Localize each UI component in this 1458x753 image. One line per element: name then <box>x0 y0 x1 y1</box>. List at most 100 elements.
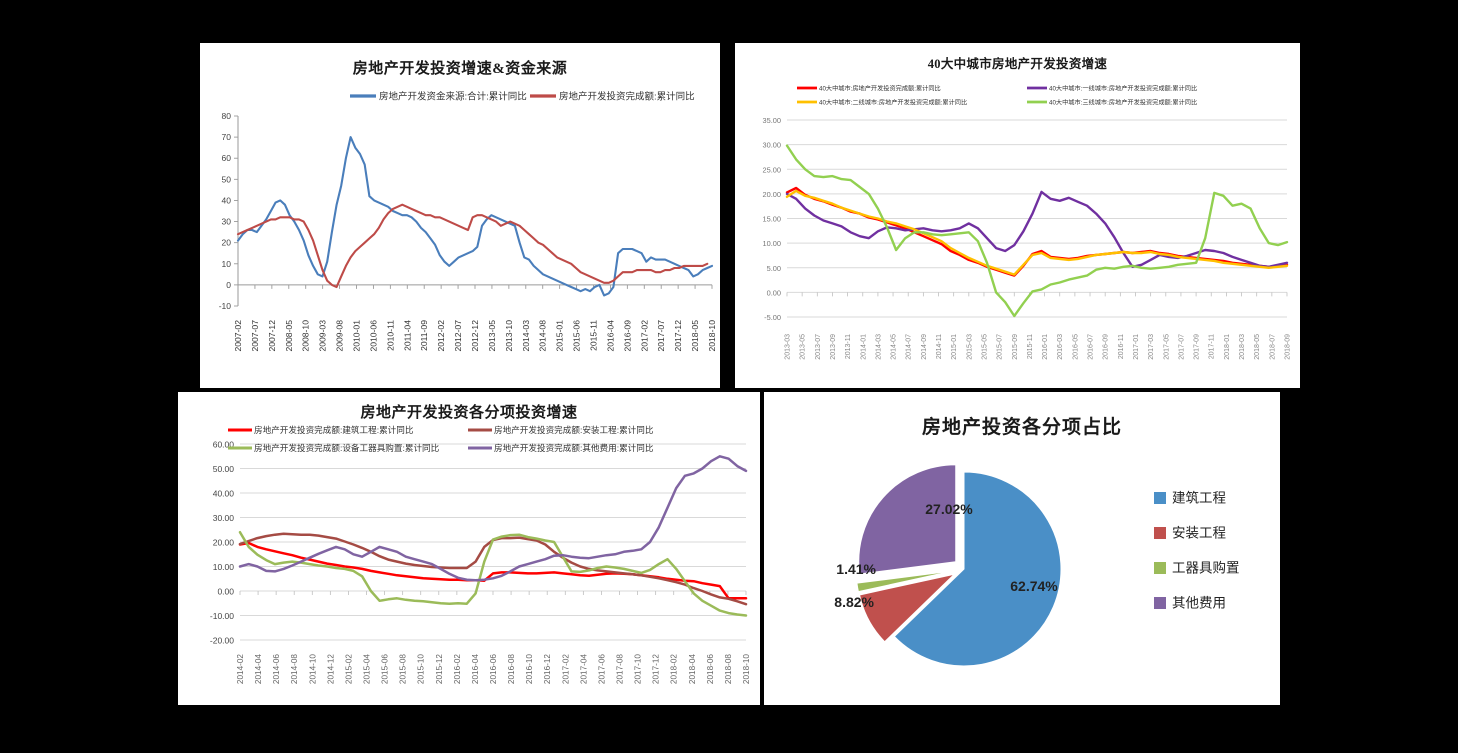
y-axis-label: -10 <box>219 301 232 311</box>
x-axis-label: 2017-09 <box>1194 334 1201 360</box>
legend-label-0: 房地产开发资金来源:合计:累计同比 <box>379 91 527 103</box>
x-axis-label: 2018-08 <box>724 654 733 684</box>
legend-label-0: 房地产开发投资完成额:建筑工程:累计同比 <box>254 424 414 435</box>
x-axis-label: 2010-11 <box>385 320 395 351</box>
y-axis-label: 20.00 <box>763 190 782 199</box>
x-axis-label: 2017-11 <box>1209 334 1216 359</box>
series-line-1 <box>785 190 1289 268</box>
legend-label-2: 房地产开发投资完成额:设备工器具购置:累计同比 <box>254 442 440 453</box>
legend-swatch-1 <box>1154 527 1166 539</box>
x-axis-label: 2018-09 <box>1285 334 1292 360</box>
x-axis-label: 2013-10 <box>504 320 514 352</box>
y-axis-label: 10.00 <box>213 562 235 572</box>
x-axis-label: 2015-08 <box>399 654 408 684</box>
pie-value-label-3: 27.02% <box>925 501 973 517</box>
pie-slice-0[interactable] <box>893 471 1062 667</box>
y-axis-label: -10.00 <box>210 611 234 621</box>
x-axis-label: 2017-04 <box>579 654 588 684</box>
x-axis-label: 2007-07 <box>250 320 260 352</box>
x-axis-label: 2018-03 <box>1239 334 1246 360</box>
x-axis-label: 2018-01 <box>1224 334 1231 360</box>
x-axis-label: 2017-01 <box>1133 334 1140 360</box>
legend-swatch-2 <box>1154 562 1166 574</box>
x-axis-label: 2017-05 <box>1163 334 1170 360</box>
x-axis-label: 2014-04 <box>254 654 263 684</box>
x-axis-label: 2017-07 <box>1178 334 1185 360</box>
x-axis-label: 2011-09 <box>419 320 429 351</box>
x-axis-label: 2018-05 <box>690 320 700 352</box>
x-axis-label: 2015-03 <box>966 334 973 360</box>
x-axis-label: 2016-02 <box>453 654 462 684</box>
y-axis-label: 10 <box>222 259 232 269</box>
x-axis-label: 2015-04 <box>363 654 372 684</box>
x-axis-label: 2014-06 <box>272 654 281 684</box>
y-axis-label: 0.00 <box>217 587 234 597</box>
series-line-1 <box>236 203 709 289</box>
pie-slice-3[interactable] <box>858 464 957 575</box>
x-axis-label: 2015-11 <box>1027 334 1034 359</box>
x-axis-label: 2016-04 <box>471 654 480 684</box>
x-axis-label: 2007-12 <box>267 320 277 352</box>
x-axis-label: 2015-09 <box>1012 334 1019 360</box>
x-axis-label: 2016-03 <box>1057 334 1064 360</box>
x-axis-label: 2014-07 <box>906 334 913 360</box>
x-axis-label: 2014-03 <box>875 334 882 360</box>
y-axis-label: 10.00 <box>763 239 782 248</box>
x-axis-label: 2014-12 <box>326 654 335 684</box>
y-axis-label: 70 <box>222 132 232 142</box>
pie-value-label-2: 1.41% <box>836 561 876 577</box>
x-axis-label: 2016-09 <box>622 320 632 352</box>
x-axis-label: 2016-10 <box>525 654 534 684</box>
x-axis-label: 2016-05 <box>1072 334 1079 360</box>
legend-swatch-0 <box>1154 492 1166 504</box>
x-axis-label: 2018-02 <box>670 654 679 684</box>
line-chart-40-cities: -5.00 0.00 5.00 10.00 15.00 20.00 25.00 30.00 35… <box>763 84 1292 360</box>
y-axis-label: 30 <box>222 217 232 227</box>
pie-slice-1[interactable] <box>858 573 956 643</box>
y-axis-label: -5.00 <box>764 313 781 322</box>
pie-value-label-1: 8.82% <box>834 594 874 610</box>
x-axis-label: 2017-12 <box>673 320 683 352</box>
series-line-2 <box>785 189 1289 276</box>
y-axis-label: 50 <box>222 174 232 184</box>
x-axis-label: 2017-02 <box>561 654 570 684</box>
x-axis-label: 2014-09 <box>921 334 928 360</box>
line-chart-subitems: -20.00 -10.00 0.00 10.00 20.00 30.00 40.00 50.0… <box>210 424 751 684</box>
line-chart-investment-growth-funding: -10 0 10 20 30 40 50 60 70 80 2007-02 2007-07 2007-1… <box>219 91 717 352</box>
x-axis-label: 2014-10 <box>308 654 317 684</box>
series-line-3 <box>238 455 748 582</box>
x-axis-label: 2014-08 <box>290 654 299 684</box>
y-axis-label: 80 <box>222 111 232 121</box>
y-axis-label: 60.00 <box>213 440 235 450</box>
legend-label-1: 40大中城市:一线城市:房地产开发投资完成额:累计同比 <box>1049 84 1197 92</box>
x-axis-label: 2015-12 <box>435 654 444 684</box>
x-axis-label: 2017-10 <box>634 654 643 684</box>
x-axis-label: 2017-06 <box>597 654 606 684</box>
x-axis-label: 2017-12 <box>652 654 661 684</box>
x-axis-label: 2012-02 <box>436 320 446 352</box>
x-axis-label: 2013-09 <box>830 334 837 360</box>
series-line-2 <box>238 530 748 617</box>
y-axis-label: 30.00 <box>763 141 782 150</box>
x-axis-label: 2011-04 <box>402 320 412 351</box>
legend-label-1: 房地产开发投资完成额:累计同比 <box>559 91 695 103</box>
legend-swatch-3 <box>1154 597 1166 609</box>
pie-slice-2[interactable] <box>856 570 954 593</box>
x-axis-label: 2015-05 <box>981 334 988 360</box>
y-axis-label: 25.00 <box>763 165 782 174</box>
x-axis-label: 2016-12 <box>543 654 552 684</box>
y-axis-label: 0 <box>226 280 231 290</box>
x-axis-label: 2016-09 <box>1103 334 1110 360</box>
y-axis-label: 20.00 <box>213 538 235 548</box>
x-axis-label: 2013-05 <box>800 334 807 360</box>
x-axis-label: 2009-03 <box>318 320 328 352</box>
x-axis-label: 2017-03 <box>1148 334 1155 360</box>
x-axis-label: 2018-04 <box>688 654 697 684</box>
x-axis-label: 2013-05 <box>487 320 497 352</box>
series-line-0 <box>236 136 714 297</box>
legend-label-2: 工器具购置 <box>1172 561 1240 576</box>
x-axis-label: 2008-05 <box>284 320 294 352</box>
x-axis-label: 2010-06 <box>368 320 378 352</box>
x-axis-label: 2015-06 <box>381 654 390 684</box>
